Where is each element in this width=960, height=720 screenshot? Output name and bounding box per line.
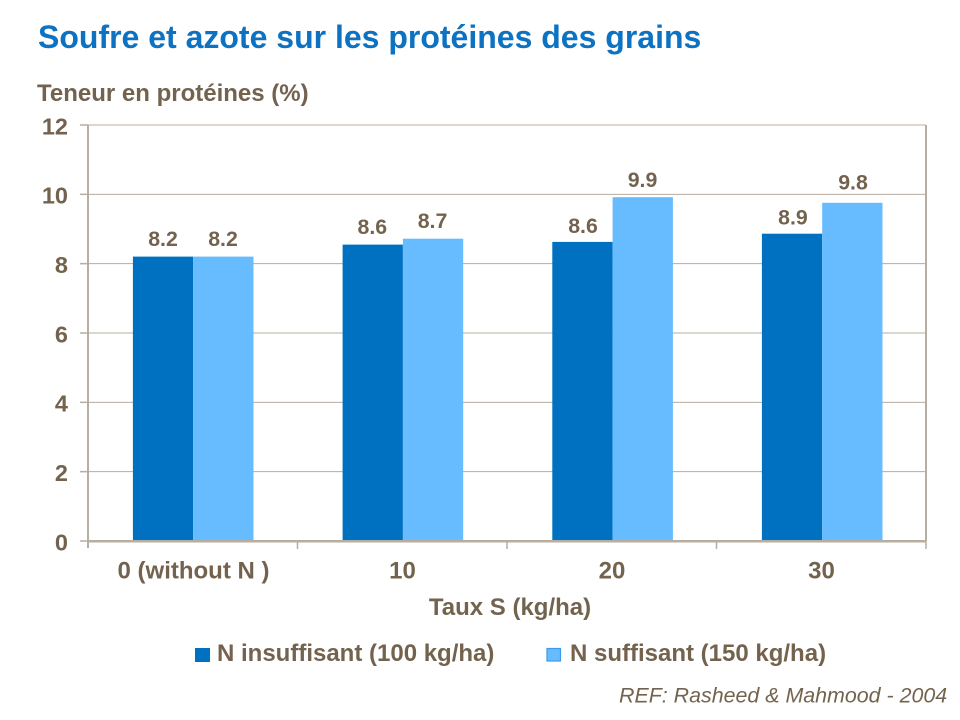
svg-text:Soufre et azote sur les protéi: Soufre et azote sur les protéines des gr…	[38, 19, 701, 55]
svg-text:0: 0	[55, 529, 68, 555]
svg-text:4: 4	[55, 391, 68, 417]
svg-text:0 (without N ): 0 (without N )	[118, 558, 270, 585]
svg-text:N suffisant (150 kg/ha): N suffisant (150 kg/ha)	[570, 640, 826, 667]
svg-text:N insuffisant (100 kg/ha): N insuffisant (100 kg/ha)	[217, 640, 494, 667]
svg-text:8.2: 8.2	[208, 227, 238, 251]
svg-text:30: 30	[808, 558, 835, 585]
svg-text:20: 20	[599, 558, 626, 585]
svg-text:8.6: 8.6	[568, 214, 598, 238]
svg-text:8.7: 8.7	[418, 209, 448, 233]
svg-text:8.2: 8.2	[148, 227, 178, 251]
svg-text:12: 12	[42, 113, 68, 139]
svg-text:9.9: 9.9	[628, 168, 658, 192]
svg-text:8: 8	[55, 252, 68, 278]
svg-text:REF: Rasheed & Mahmood - 2004: REF: Rasheed & Mahmood - 2004	[619, 684, 947, 708]
svg-text:Taux S (kg/ha): Taux S (kg/ha)	[429, 594, 591, 621]
svg-text:8.9: 8.9	[778, 205, 808, 229]
svg-text:6: 6	[55, 321, 68, 347]
svg-text:8.6: 8.6	[357, 215, 387, 239]
svg-text:2: 2	[55, 460, 68, 486]
svg-text:9.8: 9.8	[838, 171, 868, 195]
svg-text:10: 10	[42, 183, 68, 209]
svg-text:10: 10	[389, 558, 416, 585]
svg-text:Teneur en protéines (%): Teneur en protéines (%)	[37, 80, 309, 107]
